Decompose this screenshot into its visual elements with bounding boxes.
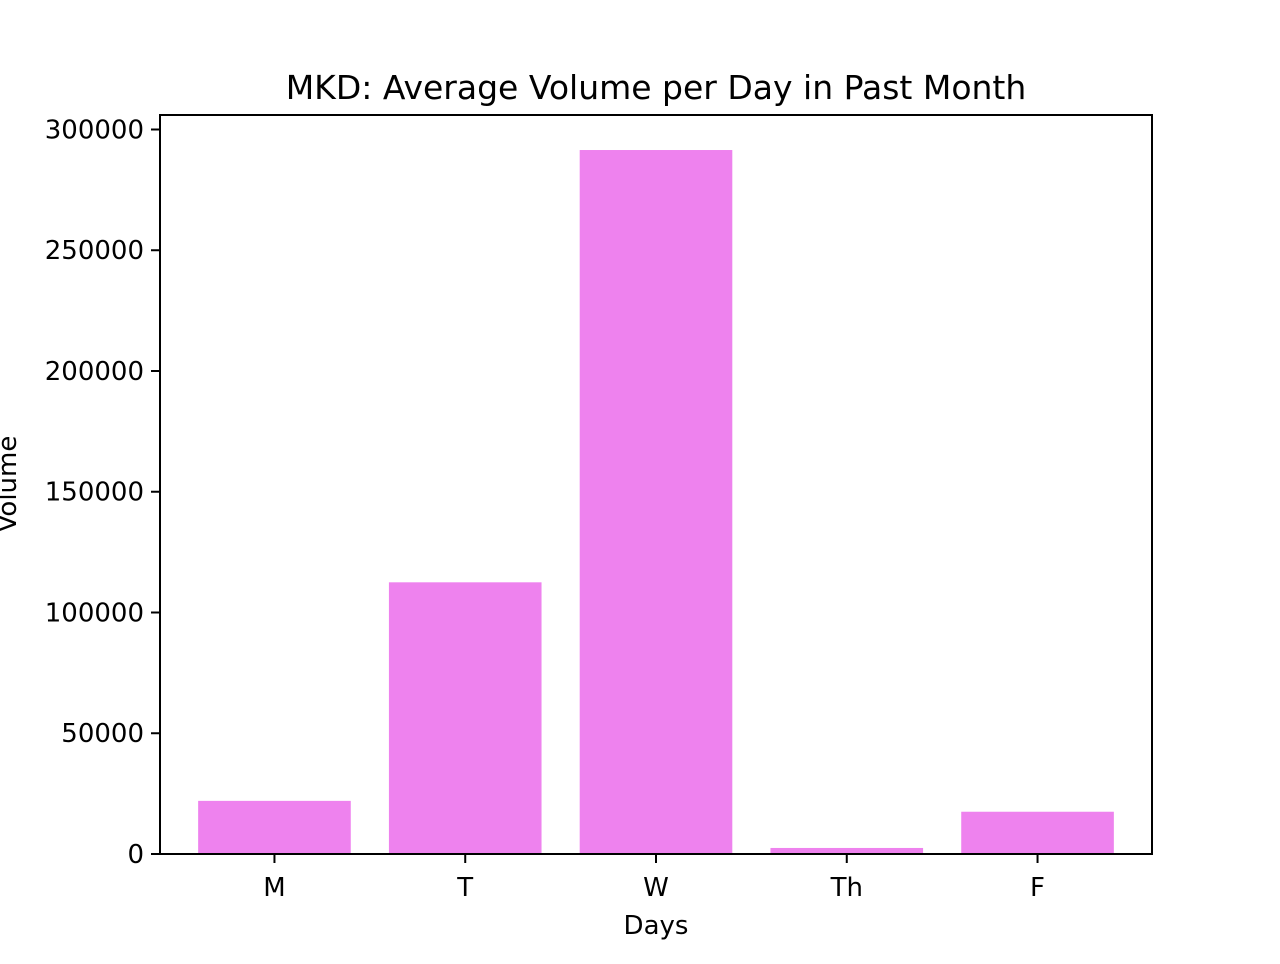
x-axis-label: Days (624, 911, 689, 941)
bars-layer (198, 150, 1114, 854)
y-tick-label: 200000 (45, 357, 144, 387)
y-tick-label: 300000 (45, 115, 144, 145)
chart-title: MKD: Average Volume per Day in Past Mont… (286, 68, 1027, 107)
y-tick-label: 100000 (45, 598, 144, 628)
x-axis: M T W Th F (263, 854, 1045, 903)
plot-frame (159, 114, 1153, 855)
y-axis: 0 50000 100000 150000 200000 250000 300000 (45, 115, 160, 870)
bar-m (198, 800, 351, 854)
y-axis-label: Volume (0, 436, 23, 533)
bar-f (961, 811, 1114, 854)
bar-th (770, 847, 924, 854)
x-tick-label: F (1030, 873, 1045, 903)
bar-t (388, 582, 542, 854)
x-tick-label: W (643, 873, 669, 903)
y-tick-label: 150000 (45, 478, 144, 508)
x-tick-label: T (456, 873, 473, 903)
y-tick-label: 50000 (61, 719, 144, 749)
x-tick-label: Th (830, 873, 863, 903)
x-tick-label: M (263, 873, 285, 903)
y-tick-label: 250000 (45, 236, 144, 266)
bar-w (579, 150, 733, 854)
y-tick-label: 0 (127, 840, 144, 870)
